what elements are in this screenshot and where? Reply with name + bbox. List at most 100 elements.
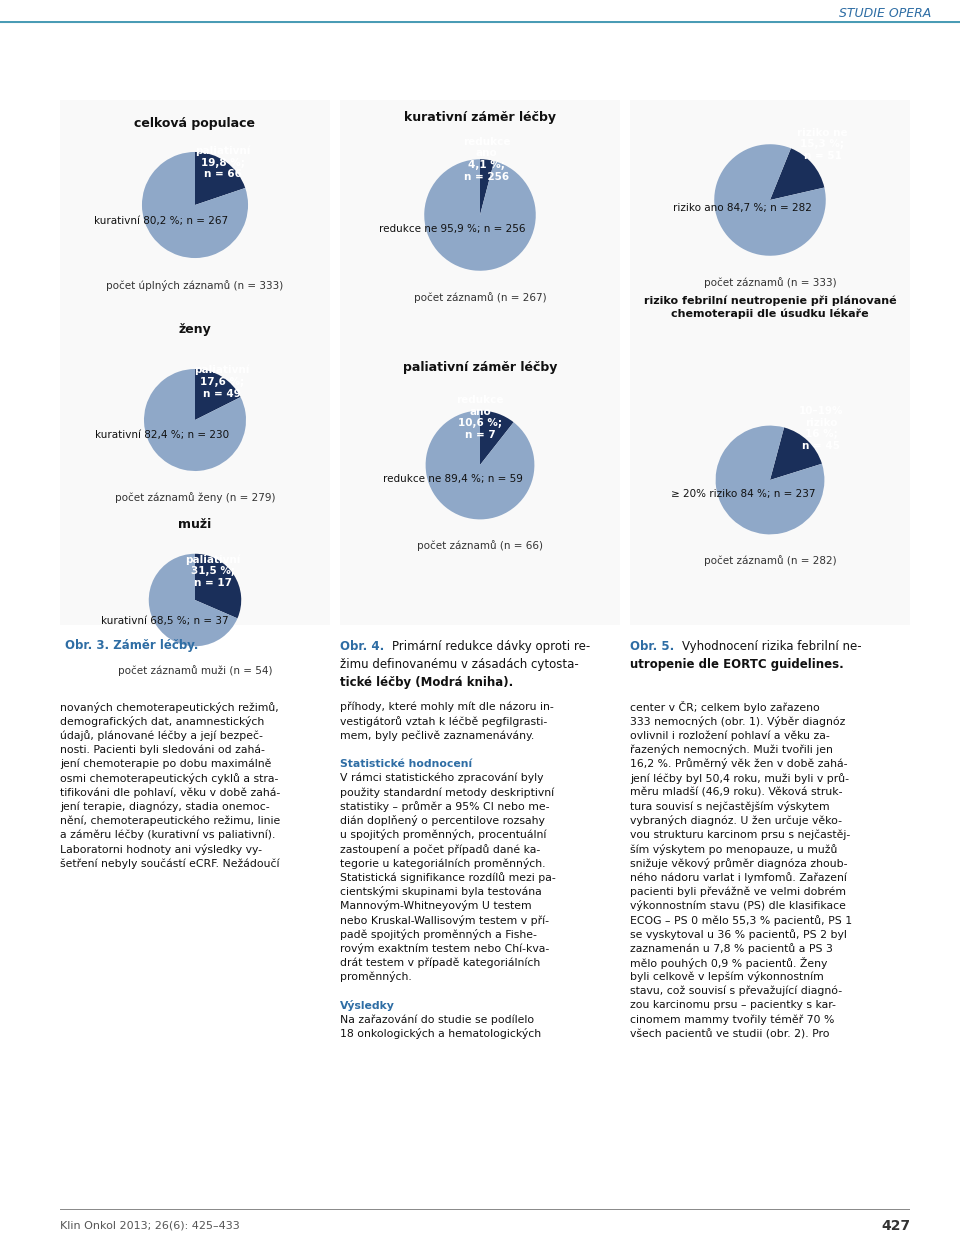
Text: utropenie dle EORTC guidelines.: utropenie dle EORTC guidelines.: [630, 657, 844, 671]
Text: riziko ne
15,3 %;
n = 51: riziko ne 15,3 %; n = 51: [797, 128, 848, 161]
Text: Obr. 5.: Obr. 5.: [630, 640, 674, 654]
Text: řazených nemocných. Muži tvořili jen: řazených nemocných. Muži tvořili jen: [630, 744, 833, 755]
Wedge shape: [714, 145, 826, 255]
Text: demografických dat, anamnestických: demografických dat, anamnestických: [60, 715, 264, 727]
Text: ≥ 20% riziko 84 %; n = 237: ≥ 20% riziko 84 %; n = 237: [670, 489, 815, 499]
Text: a záměru léčby (kurativní vs paliativní).: a záměru léčby (kurativní vs paliativní)…: [60, 830, 276, 840]
Text: zou karcinomu prsu – pacientky s kar-: zou karcinomu prsu – pacientky s kar-: [630, 1001, 836, 1011]
Text: byli celkově v lepším výkonnostním: byli celkově v lepším výkonnostním: [630, 972, 824, 983]
Text: rovým exaktním testem nebo Chí-kva-: rovým exaktním testem nebo Chí-kva-: [340, 943, 549, 954]
Text: ženy: ženy: [179, 323, 211, 336]
Text: riziko febrilní neutropenie při plánované
chemoterapii dle úsudku lékaře: riziko febrilní neutropenie při plánovan…: [644, 295, 897, 319]
Text: Statistická signifikance rozdílů mezi pa-: Statistická signifikance rozdílů mezi pa…: [340, 872, 556, 882]
Text: příhody, které mohly mít dle názoru in-: příhody, které mohly mít dle názoru in-: [340, 701, 554, 713]
Text: měru mladší (46,9 roku). Věková struk-: měru mladší (46,9 roku). Věková struk-: [630, 787, 843, 797]
Text: počet záznamů (n = 282): počet záznamů (n = 282): [704, 556, 836, 567]
Text: dián doplňený o percentilove rozsahy: dián doplňený o percentilove rozsahy: [340, 816, 545, 826]
Text: kurativní 80,2 %; n = 267: kurativní 80,2 %; n = 267: [94, 216, 228, 226]
Text: muži: muži: [179, 518, 211, 530]
Text: novaných chemoterapeutických režimů,: novaných chemoterapeutických režimů,: [60, 701, 278, 713]
Wedge shape: [424, 160, 536, 270]
Wedge shape: [425, 411, 535, 519]
Wedge shape: [144, 370, 246, 471]
Text: STUDIE OPERA: STUDIE OPERA: [839, 6, 931, 20]
FancyBboxPatch shape: [58, 94, 333, 630]
Text: výkonnostním stavu (PS) dle klasifikace: výkonnostním stavu (PS) dle klasifikace: [630, 900, 846, 911]
Text: u spojitých proměnných, procentuální: u spojitých proměnných, procentuální: [340, 830, 546, 841]
Text: paliativní
17,6 %;
n = 49: paliativní 17,6 %; n = 49: [194, 365, 250, 398]
Text: proměnných.: proměnných.: [340, 972, 412, 983]
Text: se vyskytoval u 36 % pacientů, PS 2 byl: se vyskytoval u 36 % pacientů, PS 2 byl: [630, 929, 847, 940]
Text: riziko ano 84,7 %; n = 282: riziko ano 84,7 %; n = 282: [673, 204, 811, 214]
Text: redukce ne 95,9 %; n = 256: redukce ne 95,9 %; n = 256: [379, 224, 525, 234]
Text: pacienti byli převážně ve velmi dobrém: pacienti byli převážně ve velmi dobrém: [630, 886, 846, 897]
Text: šetření nebyly součástí eCRF. Nežádoučí: šetření nebyly součástí eCRF. Nežádoučí: [60, 859, 279, 869]
Text: 427: 427: [881, 1219, 910, 1233]
Text: Vyhodnocení rizika febrilní ne-: Vyhodnocení rizika febrilní ne-: [682, 640, 861, 654]
Text: nebo Kruskal-Wallisovým testem v pří-: nebo Kruskal-Wallisovým testem v pří-: [340, 915, 549, 925]
Wedge shape: [195, 152, 245, 205]
Text: tegorie u kategoriálních proměnných.: tegorie u kategoriálních proměnných.: [340, 857, 545, 869]
Text: počet záznamů (n = 66): počet záznamů (n = 66): [417, 541, 543, 552]
Text: všech pacientů ve studii (obr. 2). Pro: všech pacientů ve studii (obr. 2). Pro: [630, 1028, 829, 1040]
Wedge shape: [142, 152, 248, 258]
Text: ovlivnil i rozložení pohlaví a věku za-: ovlivnil i rozložení pohlaví a věku za-: [630, 730, 829, 740]
Wedge shape: [149, 554, 237, 646]
Text: redukce ne 89,4 %; n = 59: redukce ne 89,4 %; n = 59: [383, 474, 523, 484]
Text: vestigátorů vztah k léčbě pegfilgrasti-: vestigátorů vztah k léčbě pegfilgrasti-: [340, 715, 547, 727]
Wedge shape: [480, 411, 514, 465]
Wedge shape: [195, 370, 241, 420]
Text: jení terapie, diagnózy, stadia onemoc-: jení terapie, diagnózy, stadia onemoc-: [60, 801, 270, 812]
Text: Mannovým-Whitneyovým U testem: Mannovým-Whitneyovým U testem: [340, 900, 532, 911]
Text: vou strukturu karcinom prsu s nejčastěj-: vou strukturu karcinom prsu s nejčastěj-: [630, 830, 851, 840]
Text: redukce
ano
10,6 %;
n = 7: redukce ano 10,6 %; n = 7: [456, 395, 504, 440]
Text: snižuje věkový průměr diagnóza zhoub-: snižuje věkový průměr diagnóza zhoub-: [630, 857, 848, 869]
Text: 18 onkologických a hematologických: 18 onkologických a hematologických: [340, 1028, 541, 1040]
Text: jení léčby byl 50,4 roku, muži byli v prů-: jení léčby byl 50,4 roku, muži byli v pr…: [630, 773, 849, 783]
Text: paliativní záměr léčby: paliativní záměr léčby: [403, 361, 557, 373]
Text: Obr. 3. Záměr léčby.: Obr. 3. Záměr léčby.: [65, 640, 199, 652]
Text: drát testem v případě kategoriálních: drát testem v případě kategoriálních: [340, 958, 540, 968]
Text: Výsledky: Výsledky: [340, 999, 395, 1011]
Text: statistiky – průměr a 95% CI nebo me-: statistiky – průměr a 95% CI nebo me-: [340, 801, 549, 812]
Text: center v ČR; celkem bylo zařazeno: center v ČR; celkem bylo zařazeno: [630, 701, 820, 713]
Text: tura souvisí s nejčastějším výskytem: tura souvisí s nejčastějším výskytem: [630, 801, 829, 812]
Text: žimu definovanému v zásadách cytosta-: žimu definovanému v zásadách cytosta-: [340, 657, 579, 671]
Text: nosti. Pacienti byli sledováni od zahá-: nosti. Pacienti byli sledováni od zahá-: [60, 744, 265, 755]
Text: kurativní 82,4 %; n = 230: kurativní 82,4 %; n = 230: [95, 430, 229, 440]
Text: zaznamenán u 7,8 % pacientů a PS 3: zaznamenán u 7,8 % pacientů a PS 3: [630, 943, 833, 954]
Text: kurativní záměr léčby: kurativní záměr léčby: [404, 111, 556, 123]
Text: ECOG – PS 0 mělo 55,3 % pacientů, PS 1: ECOG – PS 0 mělo 55,3 % pacientů, PS 1: [630, 915, 852, 925]
Text: Primární redukce dávky oproti re-: Primární redukce dávky oproti re-: [392, 640, 590, 654]
Wedge shape: [195, 554, 241, 618]
Text: vybraných diagnóz. U žen určuje věko-: vybraných diagnóz. U žen určuje věko-: [630, 816, 842, 826]
Text: Obr. 4.: Obr. 4.: [340, 640, 384, 654]
Text: kurativní 68,5 %; n = 37: kurativní 68,5 %; n = 37: [101, 616, 228, 626]
Wedge shape: [770, 148, 825, 200]
Text: cientskými skupinami byla testována: cientskými skupinami byla testována: [340, 886, 541, 897]
Text: 333 nemocných (obr. 1). Výběr diagnóz: 333 nemocných (obr. 1). Výběr diagnóz: [630, 715, 846, 727]
Text: cinomem mammy tvořily téměř 70 %: cinomem mammy tvořily téměř 70 %: [630, 1014, 834, 1024]
Text: údajů, plánované léčby a její bezpeč-: údajů, plánované léčby a její bezpeč-: [60, 730, 263, 740]
Text: paliativní
31,5 %;
n = 17: paliativní 31,5 %; n = 17: [185, 554, 240, 588]
Text: Statistické hodnocení: Statistické hodnocení: [340, 759, 472, 769]
Wedge shape: [770, 427, 822, 480]
Wedge shape: [480, 160, 494, 215]
Text: Na zařazování do studie se podílelo: Na zařazování do studie se podílelo: [340, 1014, 534, 1024]
Text: ného nádoru varlat i lymfomů. Zařazení: ného nádoru varlat i lymfomů. Zařazení: [630, 872, 847, 882]
FancyBboxPatch shape: [337, 94, 623, 630]
Text: jení chemoterapie po dobu maximálně: jení chemoterapie po dobu maximálně: [60, 759, 272, 769]
Text: osmi chemoterapeutických cyklů a stra-: osmi chemoterapeutických cyklů a stra-: [60, 773, 278, 783]
Text: V rámci statistického zpracování byly: V rámci statistického zpracování byly: [340, 773, 543, 783]
Text: Klin Onkol 2013; 26(6): 425–433: Klin Onkol 2013; 26(6): 425–433: [60, 1221, 240, 1231]
Text: mem, byly pečlivě zaznamenávány.: mem, byly pečlivě zaznamenávány.: [340, 730, 535, 740]
Text: celková populace: celková populace: [134, 117, 255, 131]
Text: použity standardní metody deskriptivní: použity standardní metody deskriptivní: [340, 787, 554, 797]
Text: mělo pouhých 0,9 % pacientů. Ženy: mělo pouhých 0,9 % pacientů. Ženy: [630, 957, 828, 969]
Text: počet záznamů (n = 267): počet záznamů (n = 267): [414, 292, 546, 303]
Wedge shape: [715, 426, 825, 534]
Text: 16,2 %. Průměrný věk žen v době zahá-: 16,2 %. Průměrný věk žen v době zahá-: [630, 758, 848, 769]
Text: zastoupení a počet případů dané ka-: zastoupení a počet případů dané ka-: [340, 843, 540, 855]
Text: redukce
ano
4,1 %;
n = 256: redukce ano 4,1 %; n = 256: [463, 137, 511, 182]
Text: Laboratorni hodnoty ani výsledky vy-: Laboratorni hodnoty ani výsledky vy-: [60, 843, 262, 855]
